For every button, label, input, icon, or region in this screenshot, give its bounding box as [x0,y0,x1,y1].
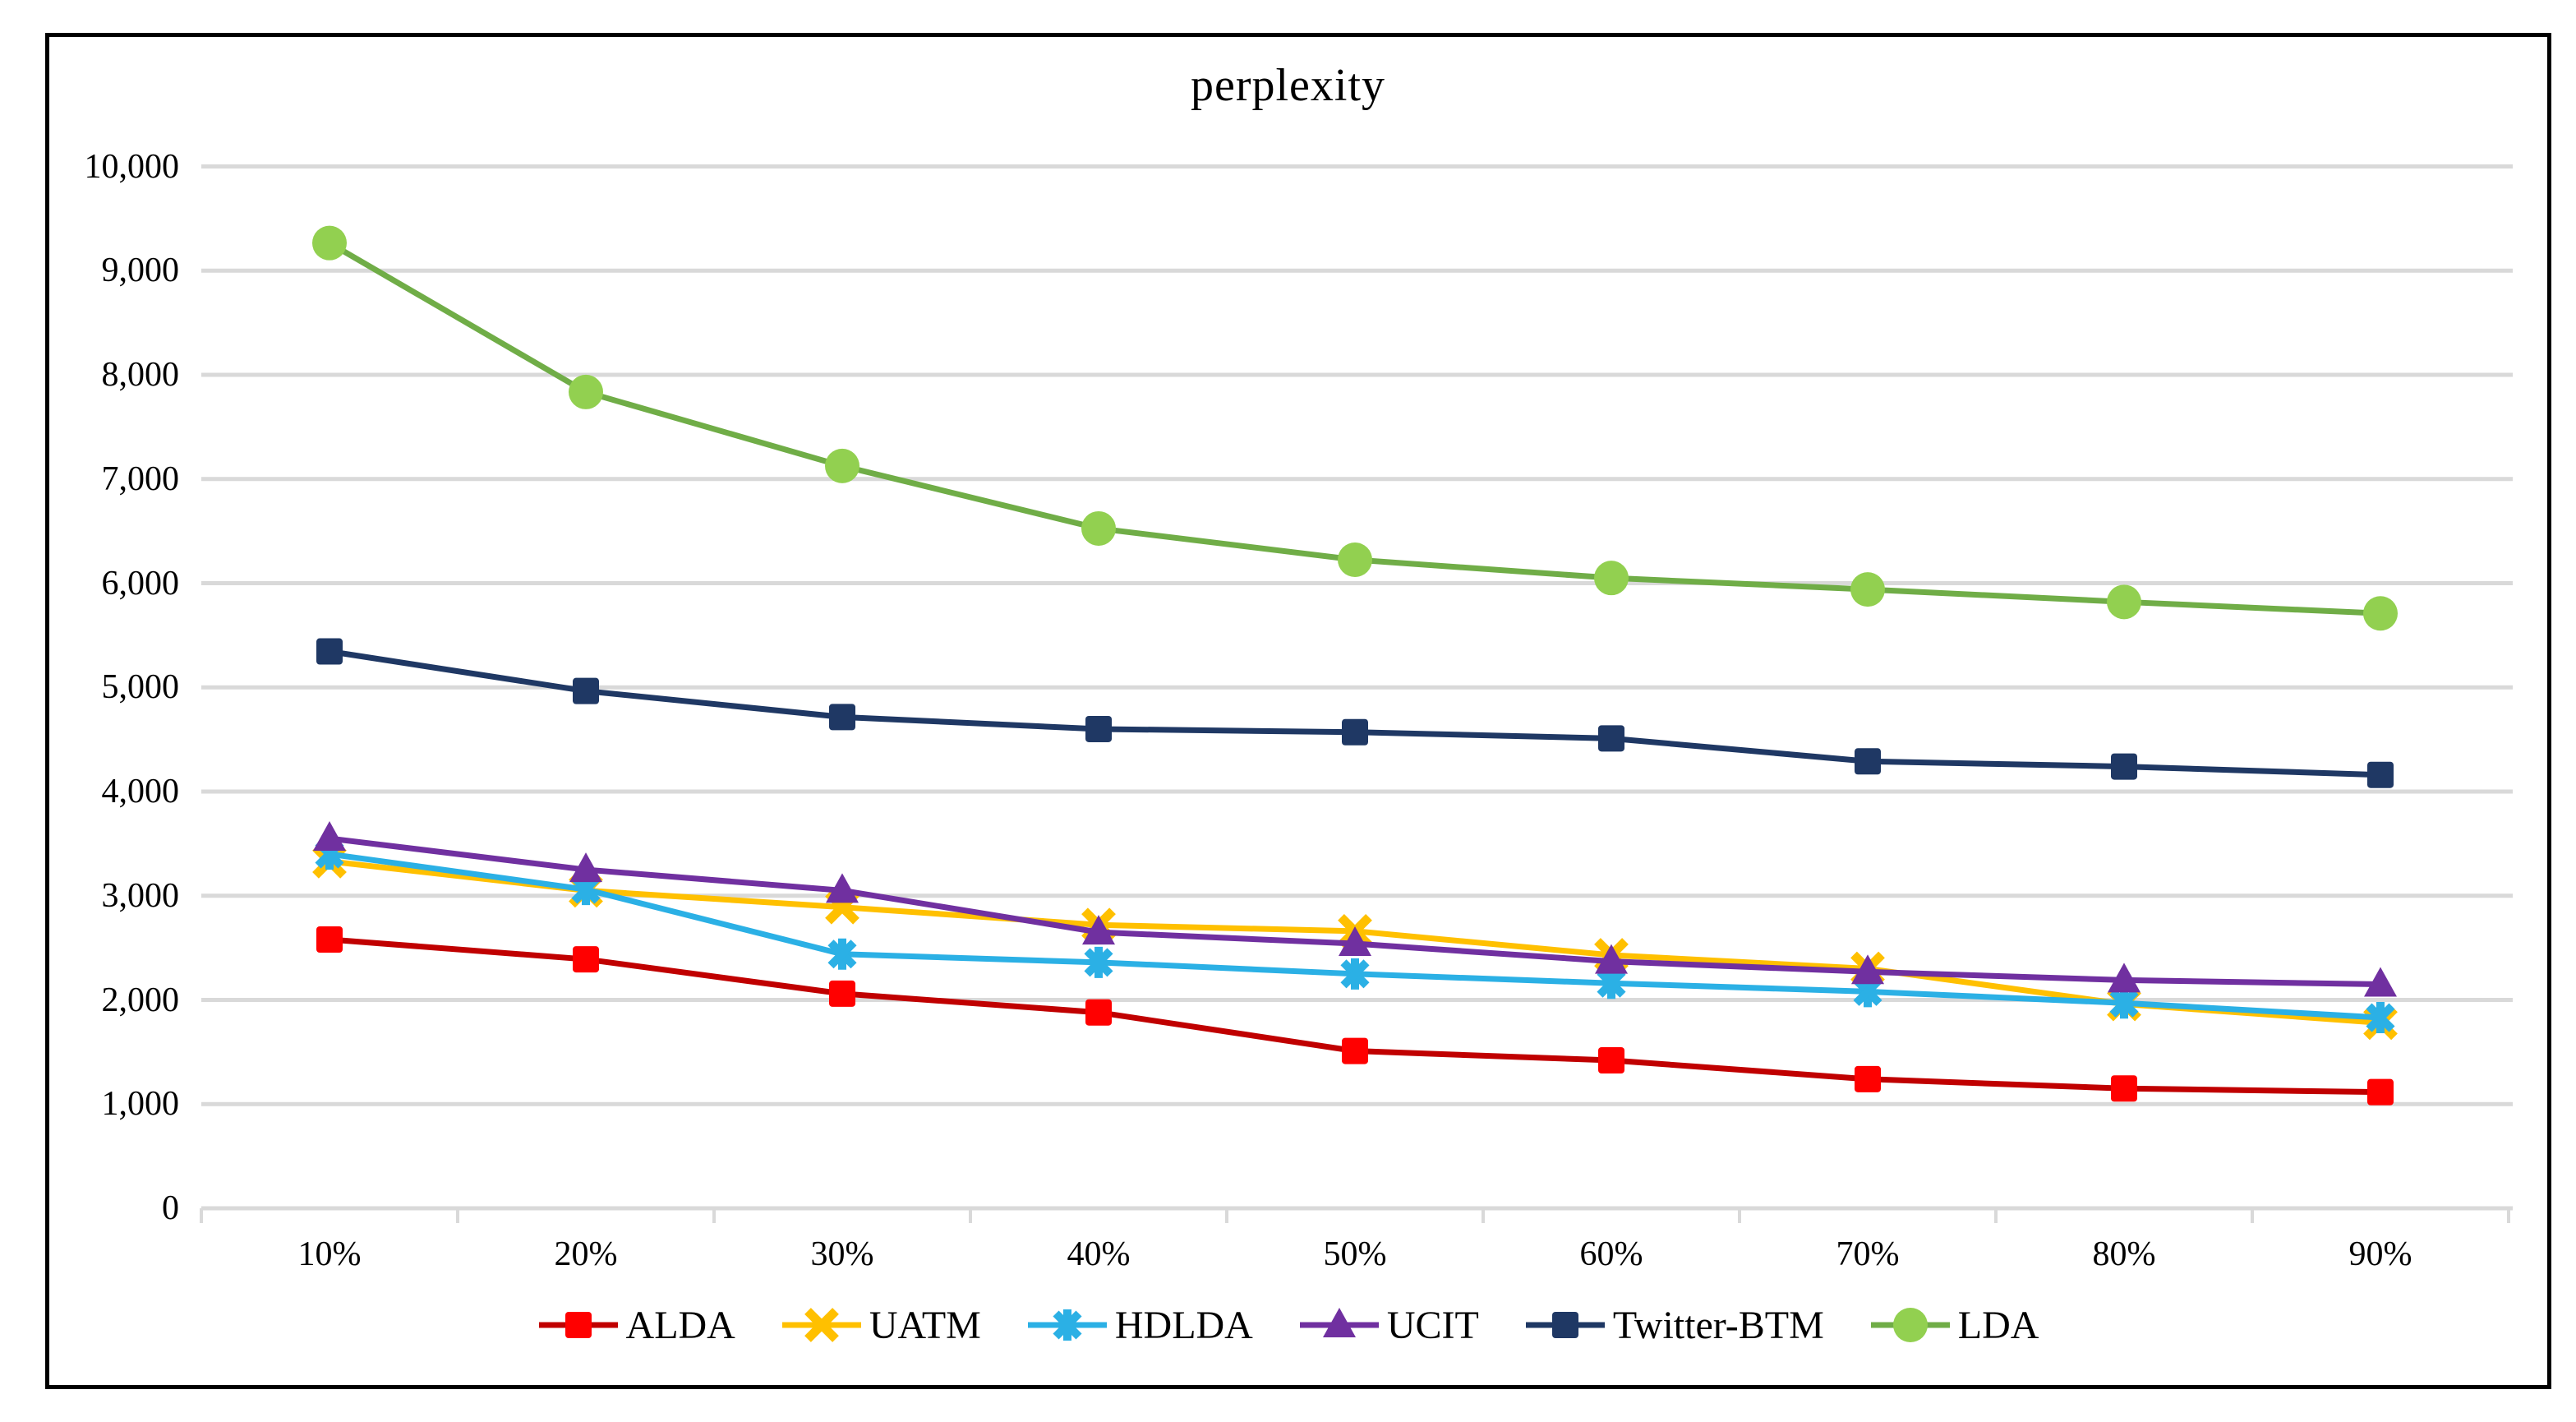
data-point-lda-90% [2363,596,2398,631]
data-point-ucit-50% [1339,926,1371,957]
legend-marker-ucit [1299,1308,1379,1337]
data-point-twitter-btm-40% [1085,715,1112,742]
data-point-ucit-30% [826,873,859,903]
y-axis-label: 9,000 [101,252,180,290]
legend-marker-twitter-btm [1525,1312,1605,1338]
data-point-hdlda-50% [1340,958,1370,990]
data-point-ucit-90% [2364,967,2397,997]
chart-title: perplexity [1190,60,1386,111]
data-point-alda-20% [573,946,599,973]
data-point-lda-70% [1850,572,1885,607]
legend-marker-hdlda [1027,1309,1107,1341]
data-point-alda-90% [2367,1078,2394,1106]
data-point-ucit-20% [569,852,602,883]
y-axis-label: 1,000 [101,1085,180,1124]
data-point-hdlda-40% [1084,946,1113,978]
x-axis-label: 20% [554,1235,618,1273]
data-point-lda-60% [1594,561,1629,596]
legend-item-ucit: UCIT [1298,1302,1479,1348]
data-point-twitter-btm-20% [573,677,599,704]
y-axis-label: 10,000 [84,147,180,186]
data-point-hdlda-30% [827,938,857,970]
data-point-lda-80% [2107,584,2141,620]
series-alda [316,926,2394,1106]
data-point-twitter-btm-10% [316,638,343,665]
data-point-twitter-btm-90% [2367,761,2394,788]
data-point-lda-10% [312,225,347,261]
legend-label: HDLDA [1114,1303,1253,1347]
x-axis-label: 40% [1067,1235,1131,1273]
y-axis-label: 7,000 [101,459,180,498]
legend-label: ALDA [625,1303,735,1347]
data-point-alda-30% [829,980,855,1007]
data-point-lda-40% [1081,510,1116,546]
series-group [312,225,2398,1106]
chart-outer-border [45,33,2551,1389]
legend-label: UATM [869,1303,981,1347]
legend-marker-uatm [781,1308,861,1342]
axis-ticks [200,1208,2510,1223]
data-point-ucit-60% [1595,944,1628,974]
data-point-twitter-btm-60% [1598,725,1624,752]
data-point-alda-60% [1598,1047,1624,1074]
y-axis-label: 0 [162,1189,179,1227]
legend-label: LDA [1957,1303,2039,1347]
data-point-alda-10% [316,926,343,953]
x-axis-label: 50% [1323,1235,1387,1273]
data-point-alda-70% [1855,1065,1881,1092]
series-lda [312,225,2398,631]
data-point-alda-80% [2111,1075,2137,1102]
data-point-twitter-btm-50% [1342,718,1368,746]
y-axis-label: 5,000 [101,668,180,707]
y-axis-label: 2,000 [101,981,180,1019]
data-point-ucit-40% [1082,915,1115,945]
legend-label: UCIT [1386,1303,1479,1347]
data-point-ucit-80% [2108,963,2141,993]
x-axis-label: 10% [297,1235,362,1273]
data-point-alda-40% [1085,999,1112,1026]
legend-marker-lda [1870,1308,1950,1342]
data-point-hdlda-80% [2109,987,2139,1019]
y-axis-label: 3,000 [101,876,180,915]
data-point-twitter-btm-80% [2111,753,2137,780]
series-hdlda [315,838,2395,1034]
series-ucit [313,821,2397,997]
legend-item-twitter-btm: Twitter-BTM [1524,1302,1824,1348]
legend-item-hdlda: HDLDA [1026,1302,1253,1348]
data-point-ucit-10% [313,821,346,852]
data-point-lda-20% [569,374,603,409]
x-axis-label: 60% [1579,1235,1643,1273]
y-axis-label: 6,000 [101,564,180,603]
y-axis-label: 4,000 [101,773,180,810]
series-line-twitter-btm [329,649,2381,778]
legend-item-uatm: UATM [781,1302,981,1348]
data-point-twitter-btm-30% [829,704,855,731]
series-twitter-btm [316,638,2394,788]
legend-item-alda: ALDA [537,1302,735,1348]
x-axis-label: 80% [2092,1235,2156,1273]
legend: ALDA UATM HDLDA UCIT Twitter-BTM LDA [0,1302,2576,1348]
data-point-lda-30% [825,448,859,483]
data-point-ucit-70% [1851,954,1884,985]
x-axis-label: 30% [810,1235,874,1273]
data-point-alda-50% [1342,1037,1368,1064]
data-point-lda-50% [1338,542,1372,577]
x-axis-label: 90% [2348,1235,2412,1273]
data-point-hdlda-90% [2366,1002,2395,1034]
legend-label: Twitter-BTM [1612,1303,1824,1347]
data-point-twitter-btm-70% [1855,748,1881,775]
y-axis-label: 8,000 [101,356,180,394]
legend-item-lda: LDA [1869,1302,2039,1348]
legend-marker-alda [538,1312,618,1338]
x-axis-label: 70% [1836,1235,1900,1273]
